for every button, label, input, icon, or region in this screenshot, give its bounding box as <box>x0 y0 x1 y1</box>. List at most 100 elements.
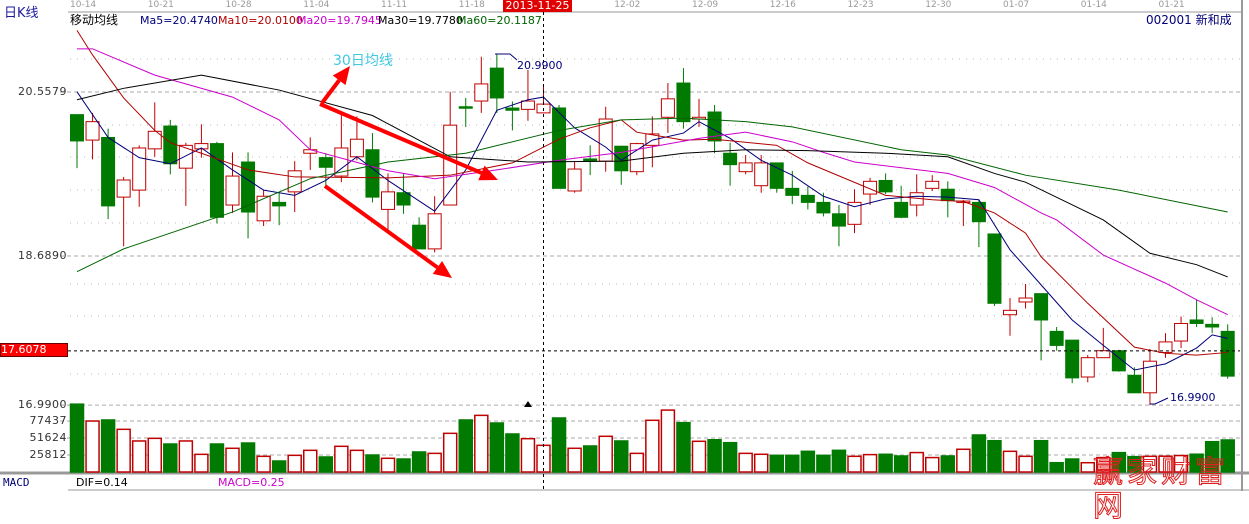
candle-body <box>1142 360 1157 394</box>
macd-label: MACD <box>3 476 30 489</box>
volume-bar <box>178 440 194 473</box>
date-tick-label: 01-21 <box>1158 0 1185 10</box>
candle <box>381 173 395 233</box>
date-tick-label: 11-04 <box>303 0 330 10</box>
candle-body <box>614 145 629 172</box>
candle <box>925 175 940 191</box>
candle <box>800 186 815 210</box>
volume-bar <box>1096 456 1111 473</box>
candle-body <box>552 107 567 189</box>
volume-bar <box>116 428 131 473</box>
candle-body <box>971 201 986 223</box>
volume-bar <box>1158 455 1173 473</box>
volume-bar <box>769 454 784 473</box>
candle <box>443 91 458 206</box>
annotation-ma30-note: 30日均线 <box>333 53 393 69</box>
date-tick-label: 10-14 <box>70 0 97 10</box>
candle-body <box>241 161 256 213</box>
volume-bar <box>940 455 956 473</box>
volume-bar <box>722 441 738 473</box>
candle-body <box>318 157 333 168</box>
candle-body <box>863 180 878 195</box>
kline-chart[interactable] <box>0 0 1249 491</box>
candle <box>645 116 660 168</box>
volume-bar <box>489 422 505 473</box>
candle-body <box>474 83 489 102</box>
volume-bar <box>365 454 380 473</box>
candle-body <box>396 192 411 206</box>
candle <box>194 124 209 158</box>
volume-bar <box>100 419 116 473</box>
ma60-line <box>76 117 1228 273</box>
candle <box>831 205 846 247</box>
candle <box>272 192 287 226</box>
candle <box>583 145 598 176</box>
candle-body <box>443 124 458 206</box>
volume-bar <box>1220 439 1235 473</box>
candle <box>894 185 909 219</box>
volume-bar <box>349 449 365 473</box>
volume-bar <box>551 417 567 473</box>
candle-body <box>660 98 675 118</box>
candle-body <box>334 147 349 177</box>
volume-bar <box>131 440 147 473</box>
volume-bar <box>334 445 349 473</box>
watermark-logo: 赢家财富网 <box>1093 455 1229 524</box>
candle <box>987 233 1002 306</box>
candle <box>1096 327 1111 359</box>
candle <box>349 116 364 161</box>
candle-body <box>178 144 193 169</box>
volume-bar <box>831 449 847 473</box>
candle-body <box>567 168 582 192</box>
candle-body <box>800 194 815 203</box>
arrow-ma30-trend <box>319 102 483 175</box>
volume-bar <box>427 452 442 473</box>
candle <box>287 161 302 213</box>
candle-body <box>1096 350 1111 359</box>
candle <box>85 112 100 160</box>
candle <box>660 83 675 134</box>
candle <box>334 113 349 183</box>
volume-bar <box>225 447 240 473</box>
arrow-ma30-trend-head <box>478 165 498 181</box>
candle <box>598 106 613 172</box>
volume-bar <box>753 453 769 473</box>
price-tick-label: 18.6890 <box>18 249 67 262</box>
candle-body <box>101 136 116 207</box>
price-tick-label: 16.9900 <box>18 398 67 412</box>
candle-body <box>70 114 84 142</box>
candle-body <box>1034 293 1049 321</box>
volume-bar <box>194 453 209 473</box>
volume-tick-label: 25812 <box>29 448 67 461</box>
volume-bar <box>629 452 645 473</box>
date-tick-label: 12-09 <box>692 0 719 10</box>
candle-body <box>489 67 504 99</box>
candle-body <box>303 149 318 154</box>
volume-bar <box>660 409 676 473</box>
candle <box>256 190 271 227</box>
candle <box>520 69 535 121</box>
candle-body <box>520 100 535 110</box>
volume-bar <box>1002 450 1018 473</box>
arrow-to-note-head <box>332 66 350 86</box>
candle-body <box>940 188 955 202</box>
candle-body <box>1049 330 1064 346</box>
ma20-line <box>77 48 1228 316</box>
volume-bar <box>1127 455 1142 473</box>
volume-tick-label: 77437 <box>29 414 67 427</box>
volume-bar <box>862 453 878 473</box>
candle-body <box>116 179 131 198</box>
volume-bar <box>971 434 987 473</box>
candle-body <box>1158 341 1173 353</box>
date-tick-label: 10-28 <box>225 0 252 10</box>
volume-bar <box>380 457 396 473</box>
candle-body <box>194 143 209 150</box>
volume-bar <box>614 440 629 473</box>
candle-body <box>723 152 738 166</box>
candle-body <box>225 175 240 206</box>
candle <box>785 170 800 205</box>
candle <box>318 153 333 188</box>
candle-body <box>1220 330 1235 377</box>
date-tick-label: 11-18 <box>458 0 485 10</box>
candle <box>1065 339 1080 384</box>
